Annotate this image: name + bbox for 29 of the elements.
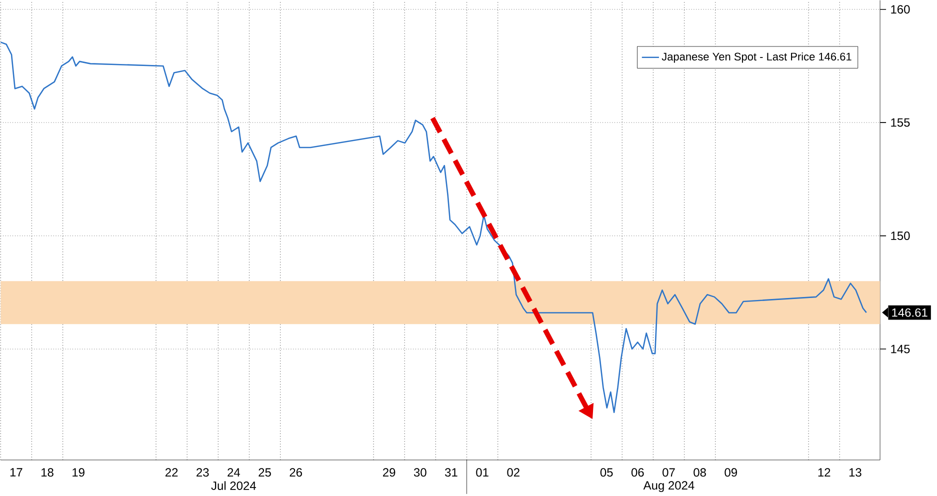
x-tick-label: 29 [383, 468, 396, 477]
text: 146.61 [892, 308, 928, 317]
x-tick-label: 24 [228, 468, 240, 477]
line-series [0, 42, 868, 414]
x-tick-label: 01 [476, 468, 488, 477]
x-tick-label: 22 [165, 468, 178, 477]
text: Jul 2024 [211, 481, 256, 490]
x-tick-label: 25 [258, 468, 271, 477]
x-tick-label: 17 [10, 468, 22, 476]
text: Aug 2024 [643, 481, 694, 492]
y-tick-label: 145 [891, 344, 910, 354]
x-tick-label: 30 [414, 468, 426, 477]
x-tick-label: 09 [724, 468, 737, 477]
x-tick-label: 26 [290, 468, 302, 477]
legend-label: Japanese Yen Spot - Last Price 146.61 [662, 52, 852, 63]
x-tick-label: 12 [818, 468, 830, 477]
x-tick-label: 08 [694, 468, 706, 477]
x-tick-label: 07 [662, 468, 675, 477]
y-tick-label: 150 [891, 232, 910, 240]
x-tick-label: 31 [445, 468, 458, 477]
x-tick-label: 18 [42, 468, 54, 477]
x-tick-label: 19 [72, 468, 84, 477]
y-tick-label: 155 [891, 118, 910, 127]
x-tick-label: 02 [507, 468, 520, 477]
x-tick-label: 13 [849, 468, 862, 477]
x-tick-label: 23 [196, 468, 209, 477]
x-tick-label: 05 [600, 468, 613, 477]
x-tick-label: 06 [631, 468, 644, 477]
y-tick-label: 160 [891, 5, 910, 14]
